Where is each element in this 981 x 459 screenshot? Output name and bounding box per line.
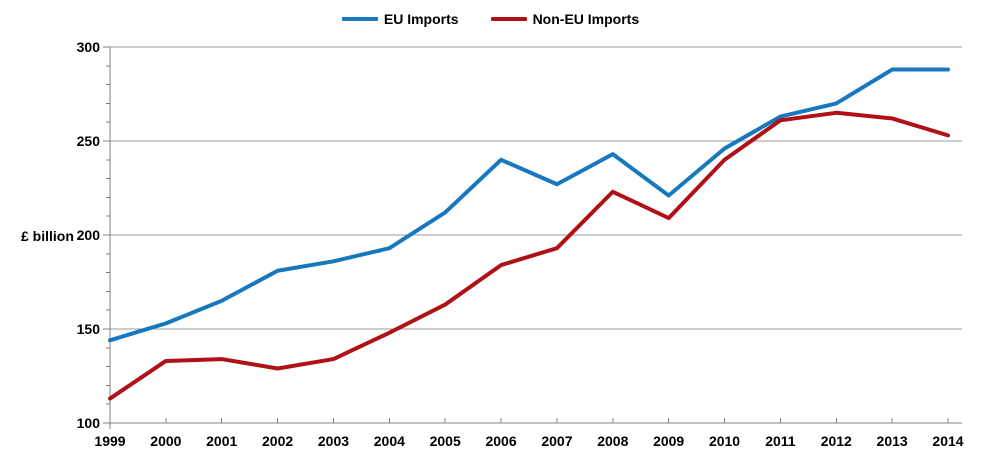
x-tick-label: 2000 (150, 433, 181, 449)
x-tick-label: 2009 (653, 433, 684, 449)
x-tick-label: 2010 (709, 433, 740, 449)
y-tick-label: 100 (77, 415, 101, 431)
legend-label-non-eu-imports: Non-EU Imports (532, 11, 640, 27)
x-tick-label: 2013 (877, 433, 908, 449)
x-tick-label: 2014 (932, 433, 963, 449)
legend-item-eu-imports: EU Imports (341, 11, 459, 27)
x-tick-label: 2012 (821, 433, 852, 449)
eu-imports-line (108, 67, 950, 343)
x-tick-label: 2003 (318, 433, 349, 449)
x-tick-label: 2001 (206, 433, 237, 449)
x-tick-label: 2004 (374, 433, 405, 449)
y-tick-label: 250 (77, 133, 101, 149)
y-tick-label: 150 (77, 321, 101, 337)
x-tick-label: 2007 (541, 433, 572, 449)
x-tick-label: 2002 (262, 433, 293, 449)
x-tick-label: 2008 (597, 433, 628, 449)
x-tick-label: 1999 (94, 433, 125, 449)
y-tick-label: 200 (77, 227, 101, 243)
x-tick-label: 2006 (485, 433, 516, 449)
eu-imports-line-swatch-icon (341, 17, 378, 21)
non-eu-imports-line-swatch-icon (490, 17, 527, 21)
chart-legend: EU Imports Non-EU Imports (0, 11, 981, 27)
legend-item-non-eu-imports: Non-EU Imports (490, 11, 640, 27)
y-axis-title: £ billion (21, 228, 74, 244)
non-eu-imports-line (108, 110, 950, 401)
x-tick-label: 2011 (765, 433, 796, 449)
x-tick-label: 2005 (430, 433, 461, 449)
y-tick-label: 300 (77, 39, 101, 55)
legend-label-eu-imports: EU Imports (383, 11, 459, 27)
